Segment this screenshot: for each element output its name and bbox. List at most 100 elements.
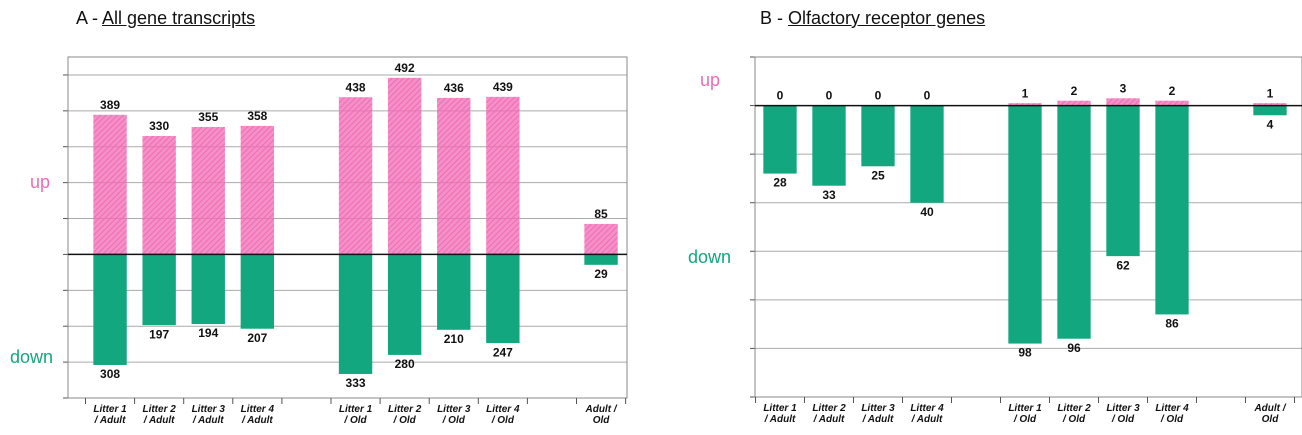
value-label: 439 bbox=[493, 80, 513, 94]
value-label: 96 bbox=[1067, 341, 1081, 355]
value-label: 207 bbox=[247, 331, 267, 345]
bar bbox=[486, 96, 520, 255]
bar bbox=[1155, 105, 1189, 315]
value-label: 86 bbox=[1165, 317, 1179, 331]
title: Olfactory receptor genes bbox=[788, 8, 986, 28]
value-label: 0 bbox=[826, 89, 833, 103]
x-tick-label: Litter 3 / Adult bbox=[191, 404, 225, 426]
panel-title: A - All gene transcripts bbox=[76, 8, 255, 29]
bar bbox=[437, 97, 471, 255]
series-label: up bbox=[700, 70, 721, 90]
panel-label: A - bbox=[76, 8, 99, 28]
value-label: 436 bbox=[444, 81, 464, 95]
bar bbox=[240, 254, 275, 329]
bar bbox=[1106, 98, 1140, 106]
bar bbox=[861, 105, 895, 167]
x-tick-label: Litter 4 / Adult bbox=[910, 403, 944, 425]
x-tick-label: Adult / Old bbox=[1254, 403, 1286, 425]
value-label: 2 bbox=[1169, 84, 1176, 98]
bar bbox=[240, 125, 275, 255]
value-label: 355 bbox=[198, 110, 218, 124]
bar bbox=[1253, 105, 1287, 116]
x-tick-label: Litter 3 / Old bbox=[437, 404, 471, 426]
x-tick-label: Litter 2 / Adult bbox=[812, 403, 846, 425]
value-label: 492 bbox=[395, 61, 415, 75]
value-label: 98 bbox=[1018, 346, 1032, 360]
bar bbox=[1106, 105, 1140, 257]
value-label: 358 bbox=[247, 109, 267, 123]
x-tick-label: Adult / Old bbox=[585, 404, 617, 426]
panel-label: B - bbox=[760, 8, 784, 28]
bar bbox=[1057, 105, 1091, 339]
value-label: 85 bbox=[594, 207, 608, 221]
x-tick-label: Litter 3 / Adult bbox=[861, 403, 895, 425]
value-label: 389 bbox=[100, 98, 120, 112]
value-label: 194 bbox=[198, 326, 218, 340]
bar bbox=[486, 254, 520, 344]
value-label: 0 bbox=[924, 89, 931, 103]
value-label: 28 bbox=[773, 176, 787, 190]
value-label: 0 bbox=[777, 89, 784, 103]
bar bbox=[191, 254, 225, 325]
value-label: 2 bbox=[1071, 84, 1078, 98]
bar bbox=[191, 126, 225, 255]
x-tick-label: Litter 3 / Old bbox=[1106, 403, 1140, 425]
value-label: 33 bbox=[822, 188, 836, 202]
value-label: 3 bbox=[1120, 81, 1127, 95]
value-label: 330 bbox=[149, 119, 169, 133]
x-tick-label: Litter 4 / Old bbox=[1155, 403, 1189, 425]
bar bbox=[584, 254, 618, 265]
bar bbox=[142, 135, 176, 255]
bar bbox=[93, 114, 127, 255]
value-label: 29 bbox=[594, 267, 608, 281]
value-label: 247 bbox=[493, 345, 513, 359]
value-label: 25 bbox=[871, 168, 885, 182]
x-tick-label: Litter 1 / Old bbox=[338, 404, 373, 426]
bar bbox=[1008, 103, 1042, 106]
bar bbox=[1155, 100, 1189, 106]
bar bbox=[1253, 103, 1287, 106]
series-label: down bbox=[10, 347, 54, 367]
plot-frame bbox=[67, 56, 628, 399]
x-tick-label: Litter 4 / Adult bbox=[240, 404, 275, 426]
value-label: 438 bbox=[346, 80, 366, 94]
bar bbox=[437, 254, 471, 330]
value-label: 40 bbox=[920, 205, 934, 219]
title: All gene transcripts bbox=[102, 8, 256, 28]
value-label: 308 bbox=[100, 367, 120, 381]
bar bbox=[812, 105, 846, 186]
plot-frame bbox=[754, 56, 1302, 398]
value-label: 62 bbox=[1116, 258, 1130, 272]
x-tick-label: Litter 1 / Adult bbox=[93, 404, 127, 426]
bar bbox=[93, 254, 127, 365]
x-tick-label: Litter 1 / Old bbox=[1008, 403, 1042, 425]
bar bbox=[142, 254, 176, 326]
x-tick-label: Litter 2 / Old bbox=[387, 404, 422, 426]
series-label: up bbox=[30, 172, 51, 192]
x-tick-label: Litter 2 / Old bbox=[1057, 403, 1091, 425]
bar bbox=[584, 223, 618, 255]
bar bbox=[910, 105, 944, 203]
x-tick-label: Litter 4 / Old bbox=[486, 404, 520, 426]
value-label: 1 bbox=[1267, 86, 1274, 100]
value-label: 333 bbox=[346, 376, 366, 390]
value-label: 4 bbox=[1267, 117, 1274, 131]
x-tick-label: Litter 1 / Adult bbox=[763, 403, 797, 425]
series-label: down bbox=[688, 247, 732, 267]
x-tick-label: Litter 2 / Adult bbox=[142, 404, 176, 426]
bar bbox=[338, 97, 373, 255]
bar bbox=[338, 254, 373, 374]
panel-title: B - Olfactory receptor genes bbox=[760, 8, 985, 29]
bar bbox=[1008, 105, 1042, 344]
value-label: 0 bbox=[875, 89, 882, 103]
value-label: 1 bbox=[1022, 86, 1029, 100]
value-label: 210 bbox=[444, 332, 464, 346]
value-label: 197 bbox=[149, 327, 169, 341]
value-label: 280 bbox=[395, 357, 415, 371]
bar bbox=[763, 105, 797, 174]
bar bbox=[387, 77, 422, 255]
bar bbox=[1057, 100, 1091, 106]
bar bbox=[387, 254, 422, 355]
